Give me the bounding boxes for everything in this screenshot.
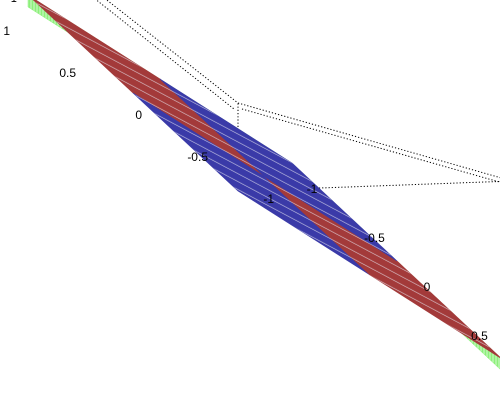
- tick-label: -0.5: [187, 150, 208, 164]
- axis-tick-labels: -1-0.500.5-1-0.500.5110-1: [3, 0, 488, 343]
- tick-label: 0.5: [59, 66, 76, 80]
- tick-label: -1: [307, 182, 318, 196]
- axes-box-edge: [237, 180, 500, 192]
- tick-label: -0.5: [364, 231, 385, 245]
- surface-quadrant-mesh: [33, 0, 265, 177]
- surface-quadrant-mesh: [265, 177, 500, 358]
- tick-label: -1: [263, 192, 274, 206]
- tick-label: -1: [7, 0, 17, 5]
- tick-label: 0.5: [471, 329, 488, 343]
- surface-quadrant-mesh: [133, 93, 370, 275]
- surface-quadrant-mesh: [160, 79, 397, 261]
- axes-box: [95, 0, 500, 192]
- tick-label: 0: [135, 108, 142, 122]
- axes-box-edge: [95, 0, 235, 110]
- tick-label: 1: [3, 24, 10, 38]
- tick-label: 0: [424, 280, 431, 294]
- surface-mesh: [33, 0, 500, 358]
- axes-box-edge: [237, 102, 500, 179]
